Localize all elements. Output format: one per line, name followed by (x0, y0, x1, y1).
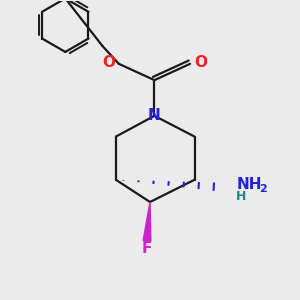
Text: N: N (148, 108, 161, 123)
Text: 2: 2 (259, 184, 267, 194)
Text: H: H (236, 190, 246, 202)
Text: O: O (194, 55, 207, 70)
Text: O: O (102, 55, 115, 70)
Text: F: F (141, 242, 152, 256)
Polygon shape (143, 202, 151, 241)
Text: NH: NH (236, 177, 262, 192)
